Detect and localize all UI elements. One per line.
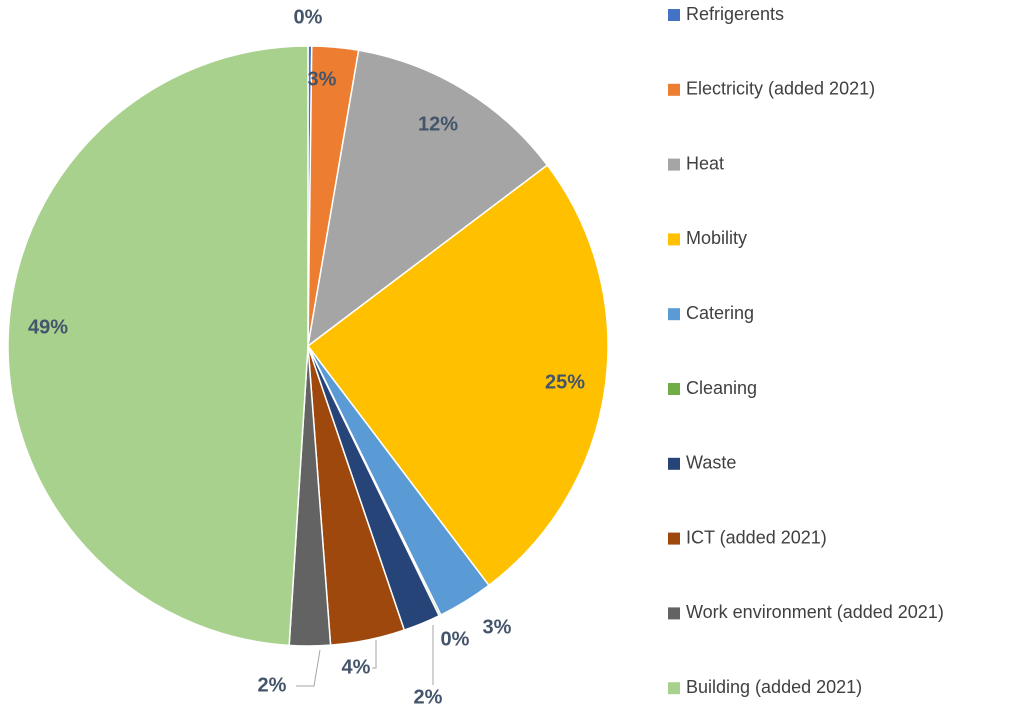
data-label: 4% <box>342 656 371 678</box>
pie-slice <box>306 49 549 348</box>
legend-label: Mobility <box>686 228 747 248</box>
legend-swatch <box>668 682 680 695</box>
legend-swatch <box>668 607 680 620</box>
legend-swatch <box>668 457 680 470</box>
pie-slice <box>7 45 309 647</box>
data-label: 2% <box>414 686 443 708</box>
legend-label: Catering <box>686 303 754 323</box>
legend-swatch <box>668 9 680 21</box>
legend-swatch <box>668 83 680 96</box>
legend-label: Waste <box>686 453 736 473</box>
legend-swatch <box>668 158 680 171</box>
legend-label: Building (added 2021) <box>686 677 862 697</box>
legend-swatch <box>668 233 680 246</box>
legend-label: Work environment (added 2021) <box>686 602 944 622</box>
legend-label: Electricity (added 2021) <box>686 79 875 99</box>
data-label: 2% <box>258 674 287 696</box>
data-label: 3% <box>483 616 512 638</box>
legend-label: Heat <box>686 153 724 173</box>
legend-swatch <box>668 308 680 321</box>
data-label: 0% <box>294 6 323 28</box>
data-label: 25% <box>545 371 585 393</box>
data-label: 12% <box>418 113 458 135</box>
legend-swatch <box>668 532 680 545</box>
pie-slice <box>306 164 609 587</box>
legend-swatch <box>668 383 680 395</box>
leader-line <box>296 649 321 687</box>
data-label: 49% <box>28 316 68 338</box>
data-label: 0% <box>441 628 470 650</box>
legend-label: Cleaning <box>686 378 757 398</box>
leader-line <box>372 640 377 669</box>
legend-label: ICT (added 2021) <box>686 527 827 547</box>
data-label: 3% <box>308 68 337 90</box>
legend-label: Refrigerents <box>686 4 784 24</box>
